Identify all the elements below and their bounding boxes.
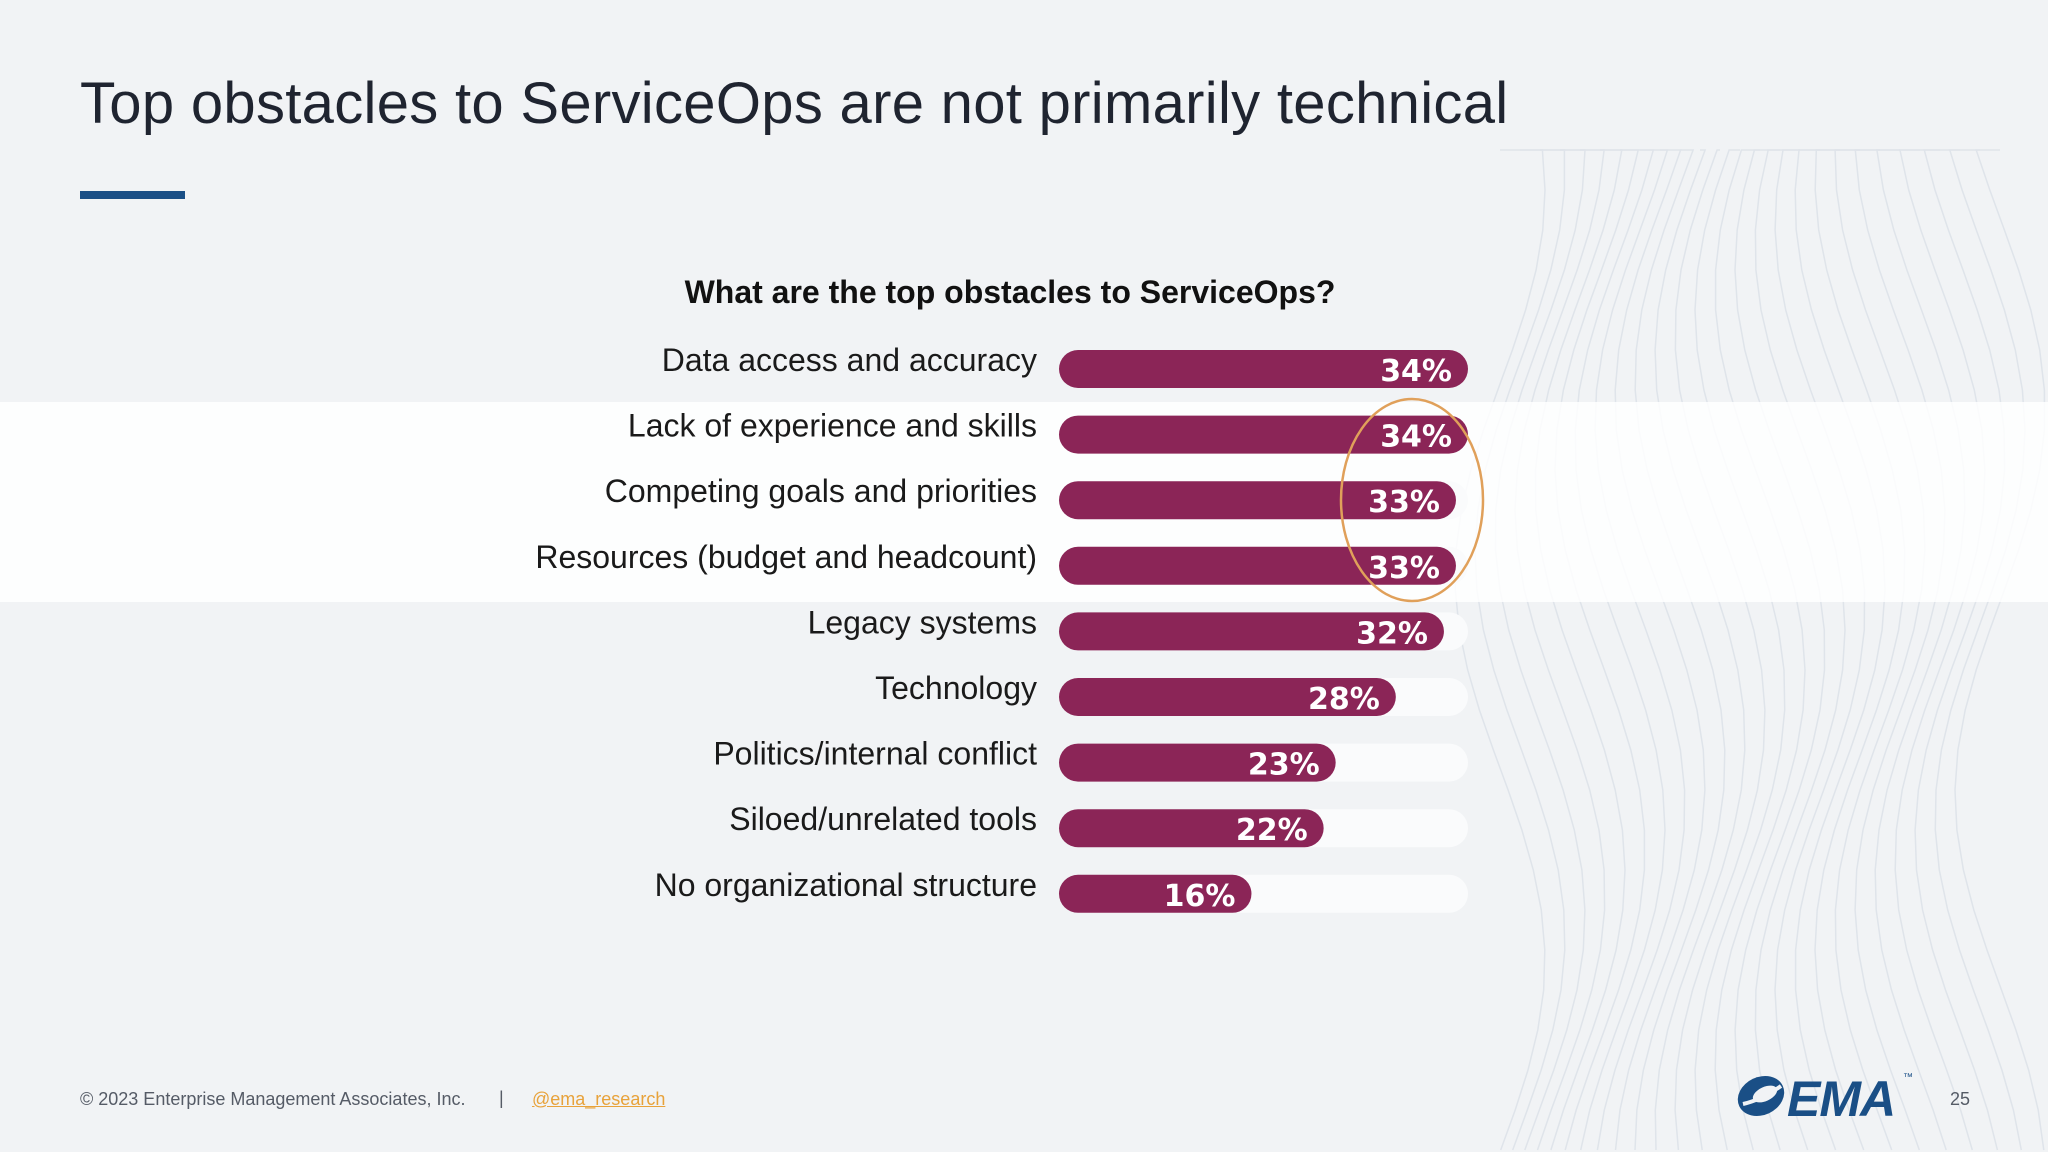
category-label: Technology xyxy=(875,670,1037,706)
wave-line xyxy=(1774,149,1866,1151)
bar xyxy=(1059,743,1336,782)
bar-value-label: 28% xyxy=(1308,682,1380,717)
wave-line xyxy=(1534,149,1626,1151)
wave-line xyxy=(1594,149,1686,1151)
bar xyxy=(1059,350,1468,388)
title-accent-rule xyxy=(80,191,185,199)
bar-value-label: 33% xyxy=(1368,551,1440,586)
category-label: Politics/internal conflict xyxy=(713,736,1037,772)
bar xyxy=(1059,481,1456,520)
wave-line xyxy=(1914,149,2006,1151)
bar xyxy=(1059,612,1444,651)
bar-value-label: 32% xyxy=(1356,616,1428,651)
bar-value-label: 16% xyxy=(1164,879,1236,914)
wave-line xyxy=(1714,149,1806,1151)
category-label: Resources (budget and headcount) xyxy=(535,539,1037,575)
wave-line xyxy=(1554,149,1646,1151)
wave-line xyxy=(1674,149,1766,1151)
ema-logo: EMA ™ xyxy=(1735,1066,1915,1127)
bar xyxy=(1059,809,1324,848)
chart-title: What are the top obstacles to ServiceOps… xyxy=(684,274,1336,310)
wave-line xyxy=(1614,149,1706,1151)
wave-line xyxy=(1654,149,1746,1151)
highlight-band xyxy=(0,402,2048,602)
wave-line xyxy=(1574,149,1666,1151)
wave-line xyxy=(1854,149,1946,1151)
wave-line xyxy=(1814,149,1906,1151)
bar xyxy=(1059,874,1252,913)
category-label: Legacy systems xyxy=(808,604,1037,640)
slide-title: Top obstacles to ServiceOps are not prim… xyxy=(80,71,1509,136)
bar xyxy=(1059,678,1396,716)
wave-line xyxy=(1474,149,1566,1151)
annotation-circle xyxy=(1339,397,1485,603)
wave-line xyxy=(1734,149,1826,1151)
bar-value-label: 23% xyxy=(1248,748,1320,783)
wave-line xyxy=(1834,149,1926,1151)
ema-logo-trademark: ™ xyxy=(1903,1072,1913,1083)
wave-line xyxy=(1894,149,1986,1151)
footer-copyright: © 2023 Enterprise Management Associates,… xyxy=(80,1089,466,1109)
bar-value-label: 34% xyxy=(1380,354,1452,389)
wave-line xyxy=(1794,149,1886,1151)
footer-separator: | xyxy=(499,1088,504,1108)
social-handle-link[interactable]: @ema_research xyxy=(532,1089,666,1109)
wave-line xyxy=(1934,149,2026,1151)
wave-line xyxy=(1494,149,1586,1151)
wave-line xyxy=(1954,149,2046,1151)
wave-line xyxy=(1694,149,1786,1151)
wave-line xyxy=(1514,149,1606,1151)
ema-logo-mark-icon xyxy=(1737,1076,1785,1116)
category-label: Competing goals and priorities xyxy=(605,473,1037,509)
page-number: 25 xyxy=(1950,1089,1971,1109)
category-label: No organizational structure xyxy=(655,867,1037,903)
wave-line xyxy=(1874,149,1966,1151)
category-label: Data access and accuracy xyxy=(662,342,1037,378)
bar-value-label: 34% xyxy=(1380,420,1452,455)
wave-line xyxy=(1634,149,1726,1151)
category-label: Lack of experience and skills xyxy=(628,408,1037,444)
bar xyxy=(1059,546,1456,585)
wave-line xyxy=(1754,149,1846,1151)
ema-logo-text: EMA xyxy=(1787,1071,1896,1127)
bar-value-label: 22% xyxy=(1236,813,1308,848)
category-label: Siloed/unrelated tools xyxy=(729,801,1037,837)
bar-value-label: 33% xyxy=(1368,485,1440,520)
